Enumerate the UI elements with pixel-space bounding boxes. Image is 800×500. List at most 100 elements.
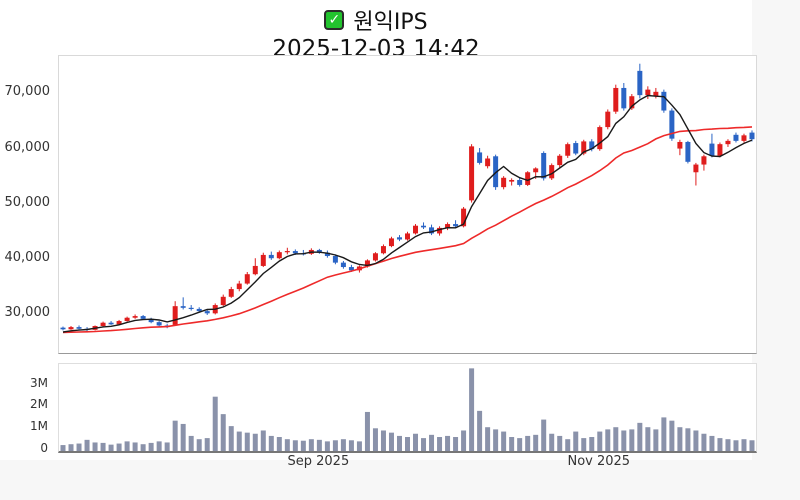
candle-body bbox=[453, 224, 459, 227]
volume-bar bbox=[453, 437, 459, 451]
candle-body bbox=[148, 318, 154, 323]
candle-body bbox=[549, 165, 555, 179]
volume-bar bbox=[701, 433, 707, 451]
candle-body bbox=[501, 177, 507, 188]
volume-bar bbox=[364, 411, 370, 451]
volume-bar bbox=[581, 438, 587, 451]
volume-bar bbox=[669, 420, 675, 451]
volume-bar bbox=[469, 368, 475, 451]
price-tick-label: 70,000 bbox=[4, 84, 51, 100]
volume-bar bbox=[228, 426, 234, 451]
volume-bar bbox=[677, 427, 683, 451]
volume-bar bbox=[196, 439, 202, 451]
volume-bar bbox=[733, 440, 739, 451]
candle-body bbox=[709, 143, 715, 156]
volume-bar bbox=[653, 429, 659, 451]
volume-bar bbox=[356, 441, 362, 451]
candle-body bbox=[348, 267, 354, 271]
volume-bar bbox=[68, 444, 74, 451]
volume-bar bbox=[316, 439, 322, 451]
candle-body bbox=[292, 251, 298, 254]
volume-tick-label: 3M bbox=[30, 375, 48, 390]
candle-body bbox=[316, 249, 322, 253]
volume-bar bbox=[429, 434, 435, 451]
volume-bar bbox=[236, 431, 242, 451]
volume-bar bbox=[693, 430, 699, 451]
candle-body bbox=[268, 254, 274, 259]
candle-body bbox=[661, 91, 667, 111]
volume-bar bbox=[493, 429, 499, 451]
candle-body bbox=[156, 322, 162, 326]
volume-bar bbox=[477, 410, 483, 451]
candle-body bbox=[725, 140, 731, 145]
volume-bar bbox=[308, 439, 314, 451]
volume-bar bbox=[461, 430, 467, 451]
volume-bar bbox=[268, 435, 274, 451]
volume-tick-label: 0 bbox=[40, 441, 48, 455]
volume-bar bbox=[116, 443, 122, 451]
candle-body bbox=[485, 158, 491, 167]
volume-tick-label: 2M bbox=[30, 397, 48, 412]
ma-fast-line bbox=[62, 94, 753, 333]
title-row: ✓ 원익IPS bbox=[0, 6, 752, 35]
candle-body bbox=[324, 252, 330, 257]
volume-bar bbox=[292, 440, 298, 451]
volume-bar bbox=[541, 419, 547, 451]
volume-bar bbox=[485, 427, 491, 451]
volume-bar bbox=[629, 429, 635, 451]
volume-bar bbox=[533, 434, 539, 451]
candle-body bbox=[461, 208, 467, 227]
volume-bar bbox=[340, 439, 346, 451]
volume-chart bbox=[58, 363, 757, 453]
candle-body bbox=[228, 289, 234, 297]
candle-body bbox=[396, 237, 402, 240]
candle-body bbox=[220, 296, 226, 306]
volume-bar bbox=[276, 437, 282, 451]
volume-bar bbox=[140, 444, 146, 451]
candle-body bbox=[653, 91, 659, 97]
candle-body bbox=[260, 254, 266, 266]
volume-bar bbox=[709, 435, 715, 451]
candle-body bbox=[284, 251, 290, 253]
candle-body bbox=[140, 316, 146, 319]
candle-body bbox=[421, 225, 427, 228]
volume-bar bbox=[549, 433, 555, 451]
volume-bar bbox=[100, 442, 106, 451]
candle-body bbox=[405, 233, 410, 240]
volume-bar bbox=[380, 430, 386, 451]
candle-body bbox=[685, 141, 691, 162]
candle-body bbox=[108, 322, 114, 325]
candle-body bbox=[581, 141, 587, 154]
candle-body bbox=[380, 246, 386, 254]
volume-bar bbox=[172, 420, 178, 451]
volume-bar bbox=[405, 437, 410, 451]
candle-body bbox=[629, 96, 635, 109]
candle-body bbox=[204, 311, 210, 314]
volume-bar bbox=[108, 444, 114, 451]
volume-chart-canvas bbox=[60, 368, 755, 451]
volume-bar bbox=[605, 429, 611, 451]
candle-body bbox=[196, 308, 202, 312]
candle-body bbox=[733, 134, 739, 141]
volume-bar bbox=[252, 433, 258, 451]
volume-bar bbox=[348, 440, 354, 451]
volume-bar bbox=[332, 440, 338, 451]
volume-bar bbox=[621, 430, 627, 451]
volume-bar bbox=[220, 414, 226, 451]
price-chart bbox=[58, 55, 757, 354]
volume-bar bbox=[60, 445, 66, 451]
candle-body bbox=[573, 143, 579, 154]
candle-body bbox=[100, 322, 106, 326]
volume-bar bbox=[76, 443, 82, 451]
volume-bar bbox=[388, 432, 394, 451]
volume-bar bbox=[613, 427, 619, 451]
price-tick-label: 60,000 bbox=[4, 139, 51, 155]
candle-body bbox=[188, 307, 194, 310]
volume-bar bbox=[164, 442, 170, 451]
volume-bar bbox=[413, 433, 419, 451]
candle-body bbox=[565, 144, 571, 156]
volume-bar bbox=[525, 435, 531, 451]
candle-body bbox=[509, 179, 515, 182]
candle-body bbox=[180, 306, 186, 308]
